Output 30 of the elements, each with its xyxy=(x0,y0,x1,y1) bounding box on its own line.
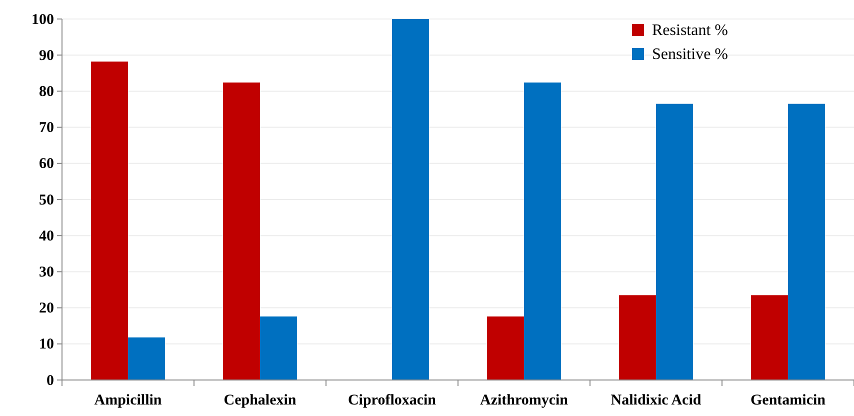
y-tick-label: 70 xyxy=(39,120,54,136)
y-tick-label: 30 xyxy=(39,264,54,280)
y-tick-label: 0 xyxy=(46,372,54,389)
y-tick-label: 60 xyxy=(39,156,54,172)
x-tick-label: Azithromycin xyxy=(480,392,569,409)
x-tick-label: Gentamicin xyxy=(750,392,826,409)
x-tick-label: Ciprofloxacin xyxy=(348,392,437,409)
bar xyxy=(260,316,297,380)
bar xyxy=(91,62,128,380)
y-tick-label: 90 xyxy=(39,48,54,64)
y-tick-label: 50 xyxy=(39,192,54,208)
y-tick-label: 80 xyxy=(39,84,54,100)
legend-label: Resistant % xyxy=(652,22,728,39)
bar xyxy=(487,316,524,380)
bar xyxy=(751,295,788,380)
y-tick-label: 40 xyxy=(39,228,54,244)
y-tick-label: 10 xyxy=(39,336,54,353)
x-tick-label: Ampicillin xyxy=(94,392,162,409)
x-tick-label: Cephalexin xyxy=(224,392,297,409)
y-tick-label: 100 xyxy=(32,12,54,28)
legend-label: Sensitive % xyxy=(652,46,728,63)
bar xyxy=(656,104,693,380)
bar xyxy=(524,82,561,380)
bar xyxy=(223,82,260,380)
bar xyxy=(128,337,165,380)
bar xyxy=(788,104,825,380)
x-tick-label: Nalidixic Acid xyxy=(610,392,702,409)
bar xyxy=(392,19,429,380)
y-tick-label: 20 xyxy=(39,300,54,317)
bar xyxy=(619,295,656,380)
